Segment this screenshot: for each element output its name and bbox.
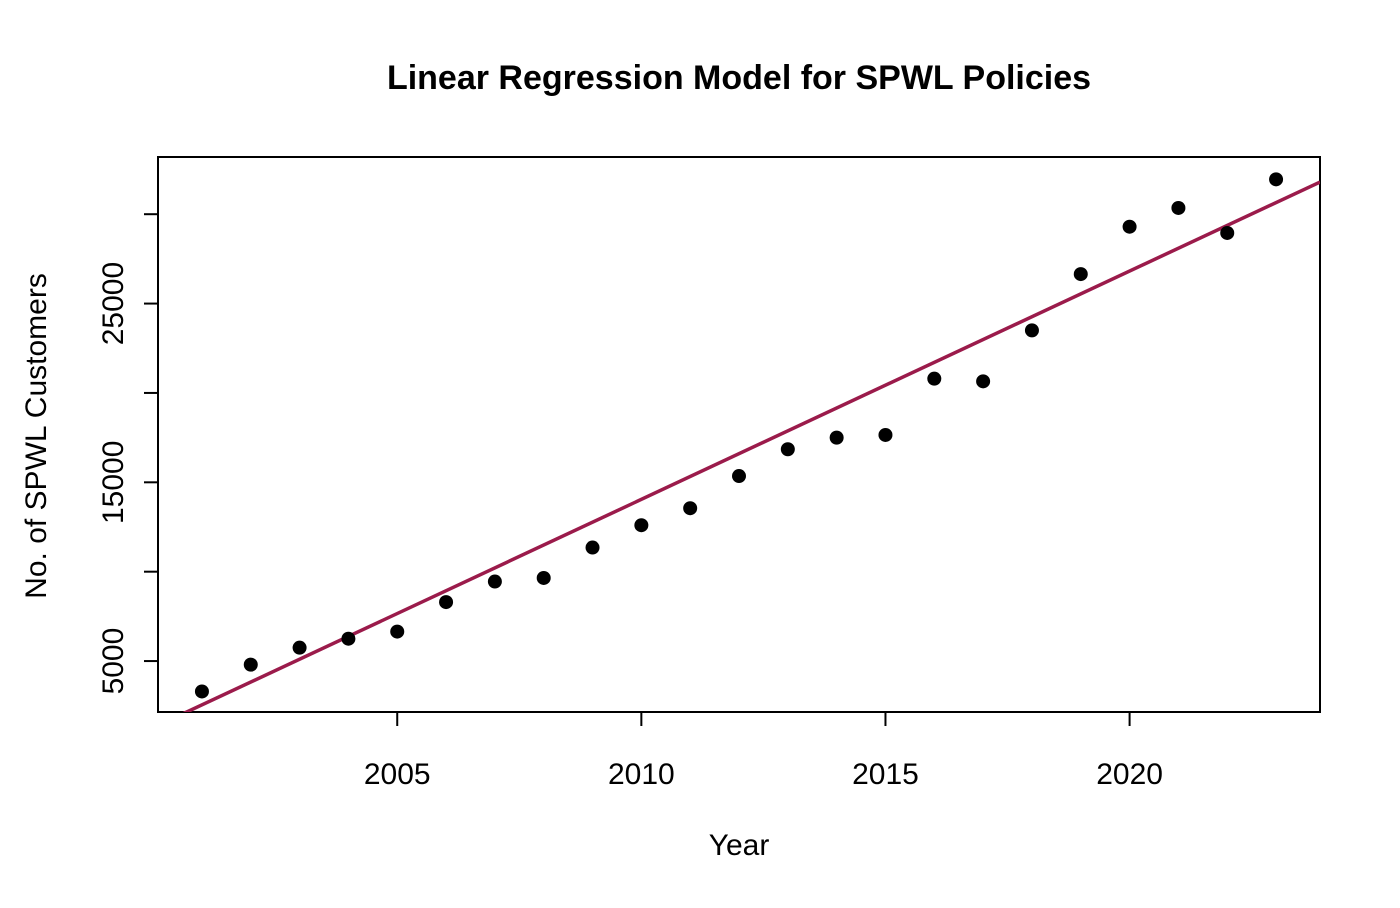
y-tick-label: 15000 <box>97 441 130 524</box>
data-point <box>536 570 551 585</box>
data-point <box>976 374 991 389</box>
x-axis: 2005 2010 2015 2020 <box>364 711 1163 791</box>
data-point <box>634 518 649 533</box>
data-point <box>487 574 502 589</box>
data-point <box>292 640 307 655</box>
data-point <box>1171 200 1186 215</box>
data-point <box>1269 172 1284 187</box>
data-point <box>243 657 258 672</box>
data-point <box>1220 225 1235 240</box>
x-tick-label: 2020 <box>1096 758 1163 791</box>
data-point <box>1073 267 1088 282</box>
data-point <box>194 684 209 699</box>
plot-frame <box>157 156 1321 713</box>
data-point <box>878 427 893 442</box>
regression-line <box>182 180 1320 712</box>
x-axis-label: Year <box>708 829 770 862</box>
x-tick-label: 2005 <box>364 758 431 791</box>
data-point <box>683 501 698 516</box>
data-point <box>1024 323 1039 338</box>
data-point <box>390 624 405 639</box>
y-axis: 5000 15000 25000 <box>97 213 159 695</box>
x-tick-label: 2015 <box>852 758 919 791</box>
data-point <box>780 442 795 457</box>
data-point <box>439 595 454 610</box>
chart-title: Linear Regression Model for SPWL Policie… <box>386 59 1092 97</box>
data-point <box>585 540 600 555</box>
data-point <box>829 430 844 445</box>
y-tick-label: 5000 <box>97 628 130 695</box>
data-point <box>1122 219 1137 234</box>
data-point <box>927 371 942 386</box>
data-point <box>341 631 356 646</box>
x-tick-label: 2010 <box>608 758 675 791</box>
y-tick-label: 25000 <box>97 262 130 345</box>
data-point <box>732 469 746 484</box>
